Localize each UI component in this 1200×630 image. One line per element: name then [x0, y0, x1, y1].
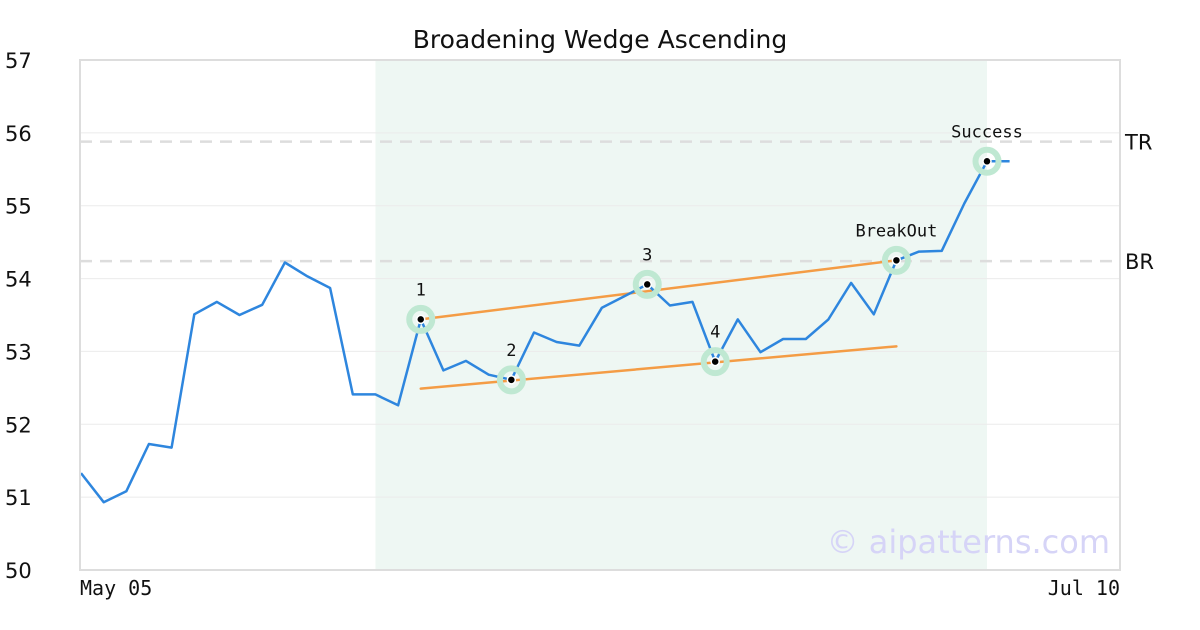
marked-point-halo	[632, 269, 662, 299]
y-tick-label: 51	[5, 486, 32, 510]
marked-point-dot	[982, 156, 992, 167]
marked-point: 3	[632, 245, 662, 299]
marked-points-layer: 1 2 3 4 BreakOut Success	[406, 122, 1023, 395]
level-label-br: BR	[1125, 250, 1154, 274]
watermark: © aipatterns.com	[827, 523, 1110, 561]
grid-layer	[80, 132, 1120, 498]
chart-title: Broadening Wedge Ascending	[413, 25, 788, 54]
marked-point-label: 1	[416, 280, 426, 300]
y-tick-label: 53	[5, 340, 32, 364]
marked-point-dot	[710, 356, 720, 367]
x-tick-label: May 05	[80, 576, 152, 600]
marked-point: Success	[951, 122, 1023, 176]
marked-point-halo	[972, 146, 1002, 176]
y-tick-label: 50	[5, 559, 32, 583]
marked-point-label: 3	[642, 245, 652, 265]
marked-point-halo	[881, 245, 911, 275]
marked-point: 4	[700, 323, 730, 377]
marked-point-dot	[891, 255, 902, 266]
marked-point-label: 2	[506, 341, 516, 361]
marked-point: 2	[496, 341, 526, 395]
y-tick-label: 55	[5, 195, 32, 219]
marked-point: 1	[406, 280, 436, 334]
series-layer	[80, 160, 1010, 504]
y-tick-label: 56	[5, 122, 32, 146]
marked-point-label: Success	[951, 122, 1023, 142]
y-tick-label: 52	[5, 413, 32, 437]
plot-frame	[79, 59, 1121, 571]
marked-point-dot	[642, 279, 652, 290]
pattern-region	[375, 60, 987, 570]
marked-point-halo	[700, 347, 730, 377]
marked-point-halo	[406, 304, 436, 334]
y-tick-label: 54	[5, 268, 32, 292]
highlight-layer	[375, 60, 987, 570]
y-tick-label: 57	[5, 49, 32, 73]
marked-point-halo	[496, 365, 526, 395]
levels-layer: TR BR	[80, 131, 1154, 274]
marked-point-dot	[506, 375, 517, 385]
price-series-line	[80, 160, 1010, 504]
marked-point-dot	[416, 314, 426, 325]
level-label-tr: TR	[1124, 131, 1152, 155]
axes-layer: 50 51 52 53 54 55 56 57 May 05 Jul 10	[5, 49, 1121, 600]
marked-point-label: 4	[710, 323, 720, 343]
marked-point-label: BreakOut	[855, 221, 937, 241]
marked-point: BreakOut	[855, 221, 937, 275]
x-tick-label: Jul 10	[1048, 576, 1120, 600]
